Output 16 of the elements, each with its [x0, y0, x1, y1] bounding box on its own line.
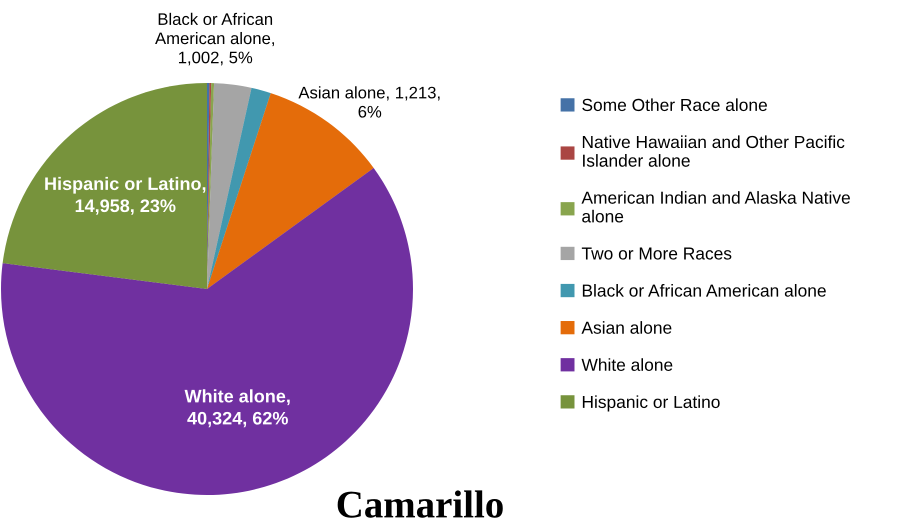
legend-label: Two or More Races: [582, 248, 732, 260]
data-label: White alone, 40,324, 62%: [184, 389, 290, 428]
pie-slice: [207, 83, 252, 289]
text: Black or African American alone, 1,002, 5%: [155, 12, 274, 66]
legend-label: Hispanic or Latino: [582, 395, 720, 412]
legend-label: Some Other Race alone: [582, 98, 767, 112]
text: Asian alone, 1,213, 6%: [298, 86, 440, 118]
legend-label: White alone: [582, 358, 672, 371]
legend-label: Black or African American alone: [582, 284, 826, 297]
legend-label: American Indian and Alaska Native alone: [581, 191, 850, 223]
pie-slice: [2, 83, 207, 289]
legend-label: Native Hawaiian and Other Pacific Islander alone: [582, 135, 844, 167]
data-label: Hispanic or Latino, 14,958, 23%: [45, 176, 206, 215]
text: Camarillo: [338, 490, 503, 518]
legend-label: Asian alone: [581, 321, 672, 334]
pie-slice: [207, 88, 271, 289]
